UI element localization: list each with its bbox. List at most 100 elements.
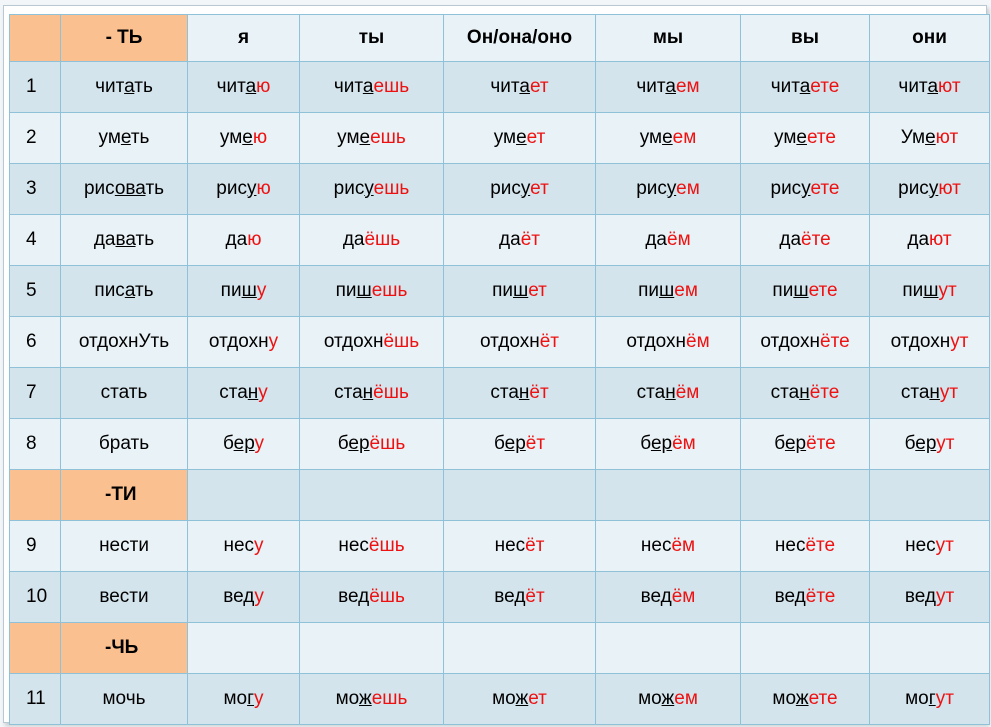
stem-text: рис bbox=[898, 178, 929, 199]
ending-text: ёшь bbox=[383, 331, 420, 352]
empty-cell bbox=[740, 622, 870, 674]
conjugation-cell: умеем bbox=[595, 112, 741, 164]
ending-text: ут bbox=[936, 433, 955, 454]
stem-text: стать bbox=[100, 382, 148, 403]
stressed-text: а bbox=[245, 76, 257, 97]
ending-text: у bbox=[256, 280, 267, 301]
conjugation-cell: берёте bbox=[740, 418, 870, 470]
stem-text: ста bbox=[636, 382, 666, 403]
header-ya: я bbox=[187, 14, 300, 62]
conjugation-cell: отдохнут bbox=[869, 316, 990, 368]
conjugation-cell: ведёт bbox=[443, 571, 596, 623]
conjugation-cell: можешь bbox=[299, 673, 444, 725]
conjugation-cell: даёт bbox=[443, 214, 596, 266]
ending-text: ёте bbox=[806, 433, 836, 454]
stem-text: нес bbox=[774, 535, 806, 556]
stressed-text: у bbox=[364, 178, 374, 199]
stem-text: нес bbox=[338, 535, 369, 556]
stressed-text: е bbox=[359, 127, 371, 148]
ending-text: ем bbox=[676, 178, 700, 199]
ending-text: ете bbox=[806, 127, 836, 148]
stressed-text: ш bbox=[793, 280, 809, 301]
stem-text: пи bbox=[335, 280, 357, 301]
stem-text: ста bbox=[219, 382, 248, 403]
stressed-text: ш bbox=[513, 280, 529, 301]
stem-text: отдохн bbox=[890, 331, 951, 352]
stressed-text: у bbox=[520, 178, 531, 199]
row-number: 5 bbox=[9, 265, 61, 317]
conjugation-cell: читаете bbox=[740, 61, 870, 113]
ending-text: ёте bbox=[820, 331, 850, 352]
conjugation-cell: отдохну bbox=[187, 316, 300, 368]
slide-frame: - ТЬ я ты Он/она/оно мы вы они 1 читать чи… bbox=[3, 5, 990, 725]
conjugation-cell: пишут bbox=[869, 265, 990, 317]
empty-cell bbox=[869, 469, 990, 521]
stressed-text: д bbox=[514, 586, 526, 607]
stressed-text: у bbox=[246, 178, 257, 199]
section-corner bbox=[9, 469, 61, 521]
ending-text: ешь bbox=[373, 76, 410, 97]
ending-text: ю bbox=[256, 178, 271, 199]
ending-text: ём bbox=[675, 382, 700, 403]
header-corner bbox=[9, 14, 61, 62]
conjugation-cell: ведёшь bbox=[299, 571, 444, 623]
stem-text: да bbox=[907, 229, 930, 250]
conjugation-cell: может bbox=[443, 673, 596, 725]
empty-cell bbox=[443, 469, 596, 521]
conjugation-cell: даю bbox=[187, 214, 300, 266]
ending-text: ёте bbox=[805, 586, 836, 607]
conjugation-cell: даём bbox=[595, 214, 741, 266]
ending-text: ем bbox=[672, 127, 697, 148]
ending-text: ут bbox=[939, 382, 959, 403]
stem-text: отдохн bbox=[208, 331, 269, 352]
stressed-text: е bbox=[796, 127, 807, 148]
conjugation-cell: станём bbox=[595, 367, 741, 419]
row-number: 3 bbox=[9, 163, 61, 215]
stem-text: брать bbox=[98, 433, 150, 454]
ending-text: ёт bbox=[525, 586, 545, 607]
stem-text: пис bbox=[94, 280, 125, 301]
conjugation-cell: читаем bbox=[595, 61, 741, 113]
stem-text: ве bbox=[494, 586, 515, 607]
conjugation-cell: умеете bbox=[740, 112, 870, 164]
ending-text: ёт bbox=[520, 229, 540, 250]
ending-text: ёшь bbox=[373, 382, 409, 403]
stem-text: рис bbox=[216, 178, 247, 199]
conjugation-cell: даёте bbox=[740, 214, 870, 266]
row-number: 4 bbox=[9, 214, 61, 266]
stem-text: ть bbox=[145, 178, 165, 199]
conjugation-cell: умею bbox=[187, 112, 300, 164]
ending-text: ешь bbox=[370, 127, 406, 148]
row-number: 7 bbox=[9, 367, 61, 419]
stem-text: ум bbox=[774, 127, 797, 148]
empty-cell bbox=[869, 622, 990, 674]
stem-text: ве bbox=[223, 586, 244, 607]
row-number: 11 bbox=[9, 673, 61, 725]
ending-text: ем bbox=[674, 688, 698, 709]
stem-text: б bbox=[774, 433, 785, 454]
conjugation-cell: пишем bbox=[595, 265, 741, 317]
header-infinitive: - ТЬ bbox=[60, 14, 188, 62]
conjugation-cell: умеет bbox=[443, 112, 596, 164]
table-row: 3 рисовать рисую рисуешь рисует рисуем рисуете… bbox=[9, 163, 990, 215]
stressed-text: д bbox=[243, 586, 255, 607]
conjugation-cell: рисуете bbox=[740, 163, 870, 215]
stem-text: отдохн bbox=[760, 331, 821, 352]
empty-cell bbox=[595, 469, 741, 521]
table-row: 1 читать читаю читаешь читает читаем читаете чи… bbox=[9, 61, 990, 113]
conjugation-cell: могут bbox=[869, 673, 990, 725]
stressed-text: е bbox=[242, 127, 253, 148]
stem-text: чит bbox=[333, 76, 363, 97]
stressed-text: е bbox=[925, 127, 936, 148]
conjugation-cell: отдохнёте bbox=[740, 316, 870, 368]
table-row: 9 нести несу несёшь несёт несём несёте несут bbox=[9, 520, 990, 572]
table-row: 4 давать даю даёшь даёт даём даёте дают bbox=[9, 214, 990, 266]
infinitive-cell: уметь bbox=[60, 112, 188, 164]
stressed-text: ж bbox=[661, 688, 675, 709]
conjugation-cell: берёшь bbox=[299, 418, 444, 470]
ending-text: ёт bbox=[539, 331, 559, 352]
ending-text: ем bbox=[675, 76, 700, 97]
conjugation-cell: пишу bbox=[187, 265, 300, 317]
ending-text: ёт bbox=[525, 535, 545, 556]
stem-text: рис bbox=[636, 178, 667, 199]
